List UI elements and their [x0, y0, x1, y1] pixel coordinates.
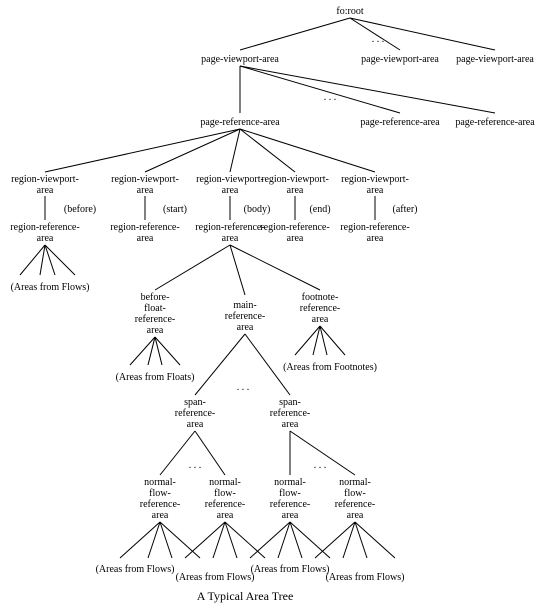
svg-text:reference-: reference- — [270, 408, 311, 419]
ellipsis: . . . — [372, 34, 385, 45]
region-reference-area: region-reference- area — [260, 222, 329, 244]
ellipsis: . . . — [189, 460, 202, 471]
leaf-areas-from-flows: (Areas from Flows) — [96, 564, 175, 575]
svg-text:area: area — [217, 510, 234, 521]
svg-text:area: area — [137, 185, 154, 196]
region-role: (before) — [64, 204, 96, 215]
svg-text:area: area — [287, 185, 304, 196]
span-reference-area: span- reference- area — [175, 397, 216, 430]
svg-text:area: area — [312, 314, 329, 325]
svg-text:span-: span- — [279, 397, 301, 408]
svg-text:area: area — [37, 233, 54, 244]
before-float-reference-area: before- float- reference- area — [135, 292, 176, 336]
svg-text:reference-: reference- — [205, 499, 246, 510]
region-role: (start) — [163, 204, 187, 215]
svg-text:region-viewport-: region-viewport- — [341, 174, 409, 185]
page-viewport-area: page-viewport-area — [201, 54, 279, 65]
svg-text:area: area — [187, 419, 204, 430]
svg-text:reference-: reference- — [225, 311, 266, 322]
svg-text:flow-: flow- — [344, 488, 366, 499]
leaf-areas-from-footnotes: (Areas from Footnotes) — [283, 362, 377, 373]
page-viewport-area: page-viewport-area — [456, 54, 534, 65]
region-reference-area: region-reference- area — [10, 222, 79, 244]
svg-text:normal-: normal- — [209, 477, 241, 488]
svg-text:reference-: reference- — [135, 314, 176, 325]
region-viewport-area: region-viewport- area — [196, 174, 264, 196]
svg-text:region-reference-: region-reference- — [260, 222, 329, 233]
ellipsis: . . . — [237, 382, 250, 393]
svg-text:area: area — [282, 510, 299, 521]
leaf-areas-from-flows: (Areas from Flows) — [11, 282, 90, 293]
svg-text:region-viewport-: region-viewport- — [11, 174, 79, 185]
footnote-reference-area: footnote- reference- area — [300, 292, 341, 325]
svg-text:span-: span- — [184, 397, 206, 408]
svg-text:reference-: reference- — [300, 303, 341, 314]
root-node: fo:root — [336, 6, 363, 17]
region-viewport-area: region-viewport- area — [261, 174, 329, 196]
svg-text:before-: before- — [141, 292, 170, 303]
diagram-caption: A Typical Area Tree — [197, 589, 294, 603]
svg-text:area: area — [37, 185, 54, 196]
page-reference-area: page-reference-area — [360, 117, 440, 128]
svg-text:region-reference-: region-reference- — [340, 222, 409, 233]
svg-text:footnote-: footnote- — [302, 292, 339, 303]
svg-text:normal-: normal- — [339, 477, 371, 488]
svg-text:area: area — [147, 325, 164, 336]
normal-flow-reference-area: normal- flow- reference- area — [335, 477, 376, 521]
region-role: (body) — [244, 204, 271, 215]
leaf-areas-from-floats: (Areas from Floats) — [116, 372, 195, 383]
region-reference-area: region-reference- area — [110, 222, 179, 244]
leaf-areas-from-flows: (Areas from Flows) — [176, 572, 255, 583]
svg-text:normal-: normal- — [144, 477, 176, 488]
leaf-areas-from-flows: (Areas from Flows) — [251, 564, 330, 575]
region-reference-area: region-reference- area — [340, 222, 409, 244]
svg-text:main-: main- — [233, 300, 256, 311]
svg-text:region-viewport-: region-viewport- — [111, 174, 179, 185]
region-reference-area: region-reference- area — [195, 222, 264, 244]
region-viewport-area: region-viewport- area — [11, 174, 79, 196]
region-viewport-area: region-viewport- area — [341, 174, 409, 196]
ellipsis: . . . — [314, 460, 327, 471]
span-reference-area: span- reference- area — [270, 397, 311, 430]
svg-text:flow-: flow- — [149, 488, 171, 499]
leaf-areas-from-flows: (Areas from Flows) — [326, 572, 405, 583]
svg-text:flow-: flow- — [214, 488, 236, 499]
svg-text:region-reference-: region-reference- — [10, 222, 79, 233]
svg-text:reference-: reference- — [140, 499, 181, 510]
ellipsis: . . . — [324, 92, 337, 103]
page-reference-area: page-reference-area — [200, 117, 280, 128]
page-reference-area: page-reference-area — [455, 117, 535, 128]
svg-text:area: area — [137, 233, 154, 244]
normal-flow-reference-area: normal- flow- reference- area — [205, 477, 246, 521]
svg-text:area: area — [347, 510, 364, 521]
main-reference-area: main- reference- area — [225, 300, 266, 333]
svg-text:normal-: normal- — [274, 477, 306, 488]
svg-text:area: area — [367, 185, 384, 196]
normal-flow-reference-area: normal- flow- reference- area — [270, 477, 311, 521]
area-tree-diagram: fo:root . . . page-viewport-area page-vi… — [0, 0, 551, 611]
region-viewport-area: region-viewport- area — [111, 174, 179, 196]
svg-text:area: area — [222, 233, 239, 244]
svg-text:area: area — [152, 510, 169, 521]
svg-text:area: area — [287, 233, 304, 244]
svg-text:area: area — [282, 419, 299, 430]
region-role: (after) — [393, 204, 418, 215]
page-viewport-area: page-viewport-area — [361, 54, 439, 65]
svg-text:area: area — [222, 185, 239, 196]
svg-text:region-reference-: region-reference- — [110, 222, 179, 233]
normal-flow-reference-area: normal- flow- reference- area — [140, 477, 181, 521]
svg-text:float-: float- — [144, 303, 166, 314]
svg-text:reference-: reference- — [335, 499, 376, 510]
region-role: (end) — [309, 204, 330, 215]
svg-text:reference-: reference- — [270, 499, 311, 510]
svg-text:region-viewport-: region-viewport- — [261, 174, 329, 185]
svg-text:area: area — [237, 322, 254, 333]
svg-text:region-reference-: region-reference- — [195, 222, 264, 233]
svg-text:flow-: flow- — [279, 488, 301, 499]
svg-text:reference-: reference- — [175, 408, 216, 419]
svg-text:region-viewport-: region-viewport- — [196, 174, 264, 185]
svg-text:area: area — [367, 233, 384, 244]
